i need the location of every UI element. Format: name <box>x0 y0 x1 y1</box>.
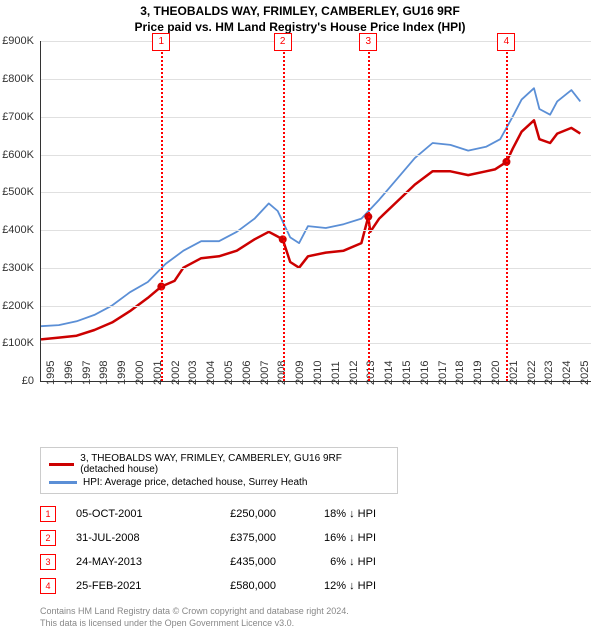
x-axis-label: 1996 <box>63 361 75 385</box>
y-axis-label: £100K <box>0 337 34 349</box>
x-axis-label: 2017 <box>437 361 449 385</box>
y-axis-label: £0 <box>0 375 34 387</box>
x-axis-label: 2015 <box>401 361 413 385</box>
table-row: 105-OCT-2001£250,00018% ↓ HPI <box>40 502 590 526</box>
y-axis-label: £400K <box>0 224 34 236</box>
x-axis-label: 2000 <box>134 361 146 385</box>
legend-item: HPI: Average price, detached house, Surr… <box>49 476 389 489</box>
x-axis-label: 2024 <box>561 361 573 385</box>
y-axis-label: £800K <box>0 73 34 85</box>
reference-marker: 1 <box>152 33 170 51</box>
x-axis-label: 2018 <box>454 361 466 385</box>
x-axis-label: 2006 <box>241 361 253 385</box>
y-axis-label: £300K <box>0 262 34 274</box>
x-axis-label: 2003 <box>187 361 199 385</box>
x-axis-label: 2002 <box>170 361 182 385</box>
y-axis-label: £900K <box>0 35 34 47</box>
x-axis-label: 2011 <box>330 362 342 386</box>
chart-svg <box>41 41 591 381</box>
table-row: 324-MAY-2013£435,0006% ↓ HPI <box>40 550 590 574</box>
transaction-table: 105-OCT-2001£250,00018% ↓ HPI231-JUL-200… <box>40 502 590 598</box>
footer-attribution: Contains HM Land Registry data © Crown c… <box>40 606 590 629</box>
chart-title: 3, THEOBALDS WAY, FRIMLEY, CAMBERLEY, GU… <box>0 0 600 35</box>
x-axis-label: 2021 <box>508 361 520 385</box>
reference-marker: 2 <box>274 33 292 51</box>
y-axis-label: £600K <box>0 149 34 161</box>
x-axis-label: 2022 <box>526 361 538 385</box>
table-row: 231-JUL-2008£375,00016% ↓ HPI <box>40 526 590 550</box>
y-axis-label: £200K <box>0 300 34 312</box>
x-axis-label: 1998 <box>98 361 110 385</box>
chart-area: 1995199619971998199920002001200220032004… <box>40 41 590 411</box>
x-axis-label: 2004 <box>205 361 217 385</box>
x-axis-label: 2025 <box>579 361 591 385</box>
y-axis-label: £700K <box>0 111 34 123</box>
x-axis-label: 2019 <box>472 361 484 385</box>
x-axis-label: 1995 <box>45 361 57 385</box>
reference-marker: 4 <box>497 33 515 51</box>
table-row: 425-FEB-2021£580,00012% ↓ HPI <box>40 574 590 598</box>
plot-area: 1995199619971998199920002001200220032004… <box>40 41 591 382</box>
legend: 3, THEOBALDS WAY, FRIMLEY, CAMBERLEY, GU… <box>40 447 398 494</box>
x-axis-label: 2005 <box>223 361 235 385</box>
x-axis-label: 2013 <box>365 361 377 385</box>
x-axis-label: 2010 <box>312 361 324 385</box>
legend-item: 3, THEOBALDS WAY, FRIMLEY, CAMBERLEY, GU… <box>49 452 389 476</box>
x-axis-label: 2020 <box>490 361 502 385</box>
x-axis-label: 1999 <box>116 361 128 385</box>
x-axis-label: 2012 <box>348 361 360 385</box>
x-axis-label: 2014 <box>383 361 395 385</box>
x-axis-label: 2007 <box>259 361 271 385</box>
x-axis-label: 2009 <box>294 361 306 385</box>
y-axis-label: £500K <box>0 186 34 198</box>
x-axis-label: 2023 <box>543 361 555 385</box>
reference-marker: 3 <box>359 33 377 51</box>
x-axis-label: 1997 <box>81 361 93 385</box>
x-axis-label: 2016 <box>419 361 431 385</box>
